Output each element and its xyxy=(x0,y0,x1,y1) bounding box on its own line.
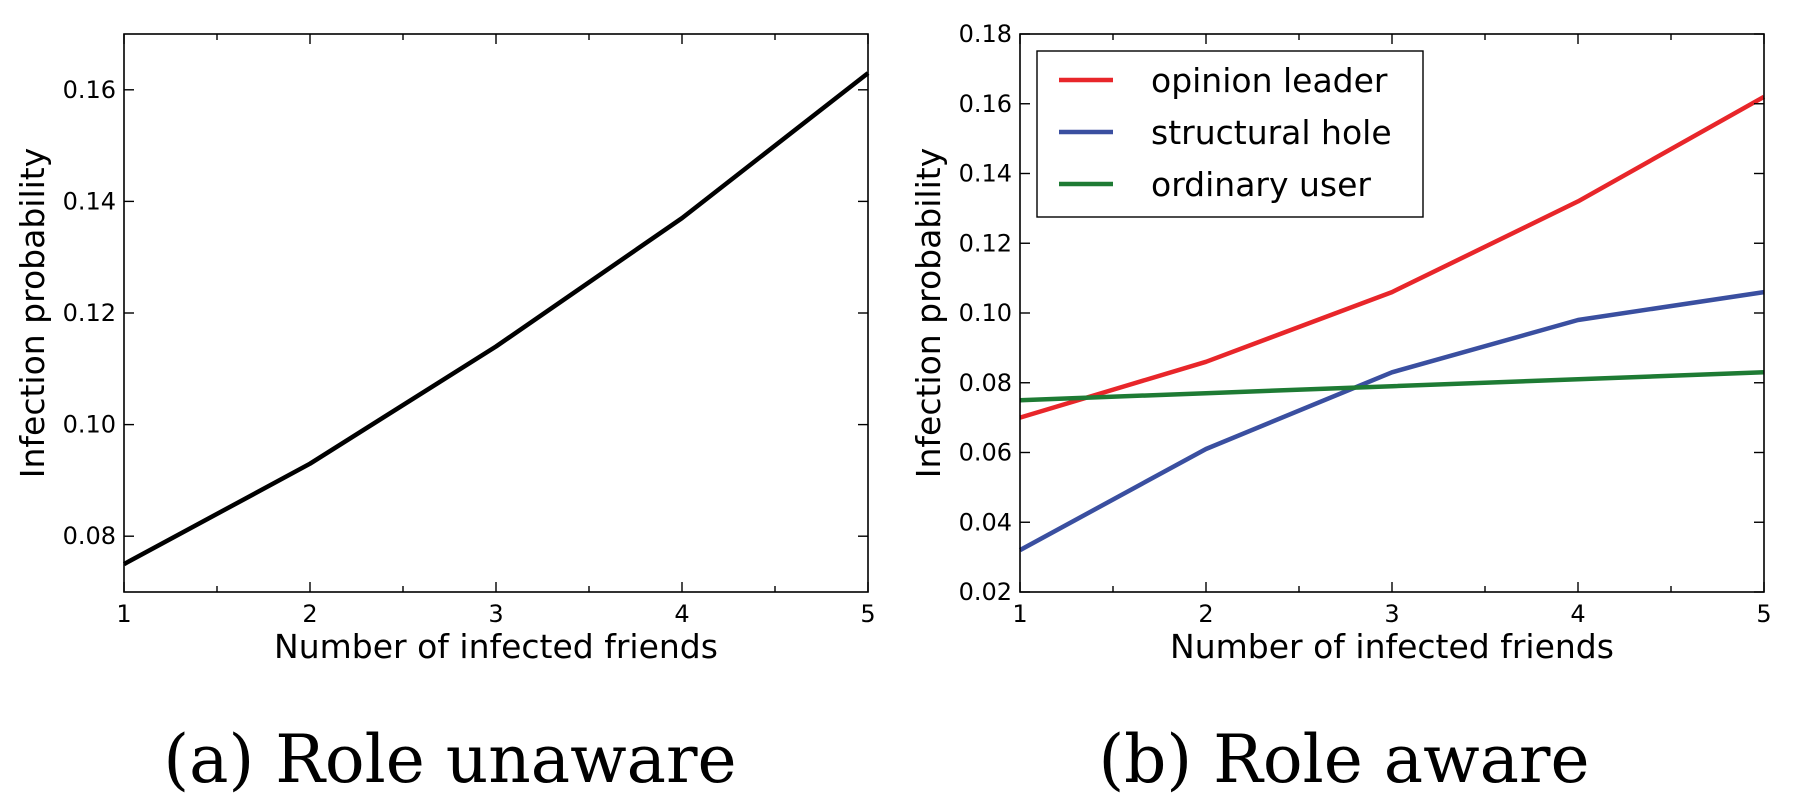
legend: opinion leader structural hole ordinary us… xyxy=(1036,50,1424,218)
y-tick-label: 0.18 xyxy=(959,20,1012,48)
y-tick-label: 0.08 xyxy=(959,369,1012,397)
y-tick-label: 0.12 xyxy=(63,299,116,327)
subfigure-caption: (a) Role unaware xyxy=(163,721,736,798)
series-line-ordinary-user xyxy=(1019,370,1765,403)
y-tick-label: 0.02 xyxy=(959,578,1012,606)
x-tick-label: 4 xyxy=(1570,600,1585,628)
y-tick-label: 0.12 xyxy=(959,229,1012,257)
y-tick-label: 0.10 xyxy=(959,299,1012,327)
y-tick-label: 0.08 xyxy=(63,522,116,550)
y-tick-label: 0.16 xyxy=(63,76,116,104)
subfigure-caption: (b) Role aware xyxy=(1098,721,1589,798)
chart-role-aware: 1 2 3 4 5 0.02 0.04 0.06 0.08 0.10 0.12 0.14 0.16 0.1… xyxy=(909,20,1772,798)
y-tick-label: 0.16 xyxy=(959,90,1012,118)
y-tick-label: 0.06 xyxy=(959,439,1012,467)
x-tick-label: 3 xyxy=(1384,600,1399,628)
x-tick-label: 2 xyxy=(302,600,317,628)
y-tick-label: 0.10 xyxy=(63,411,116,439)
chart-role-unaware: 1 2 3 4 5 0.08 0.10 0.12 0.14 0.16 Number of infec… xyxy=(13,33,876,798)
x-tick-label: 5 xyxy=(1756,600,1771,628)
x-tick-label: 4 xyxy=(674,600,689,628)
x-axis-label: Number of infected friends xyxy=(1170,627,1614,666)
x-tick-label: 1 xyxy=(116,600,131,628)
legend-entry: ordinary user xyxy=(1151,165,1371,204)
series-line-0 xyxy=(122,71,870,567)
x-tick-label: 5 xyxy=(860,600,875,628)
y-tick-label: 0.14 xyxy=(959,160,1012,188)
x-tick-label: 3 xyxy=(488,600,503,628)
legend-entry: structural hole xyxy=(1151,113,1392,152)
y-tick-label: 0.14 xyxy=(63,187,116,215)
series-line-opinion-leader xyxy=(1019,94,1766,420)
legend-entry: opinion leader xyxy=(1151,61,1388,100)
y-axis-label: Infection probability xyxy=(13,148,52,478)
y-axis-label: Infection probability xyxy=(909,148,948,478)
series-line-structural-hole xyxy=(1018,289,1765,553)
x-tick-label: 2 xyxy=(1198,600,1213,628)
plot-frame xyxy=(123,33,869,593)
x-axis-label: Number of infected friends xyxy=(274,627,718,666)
x-tick-label: 1 xyxy=(1012,600,1027,628)
y-tick-label: 0.04 xyxy=(959,508,1012,536)
